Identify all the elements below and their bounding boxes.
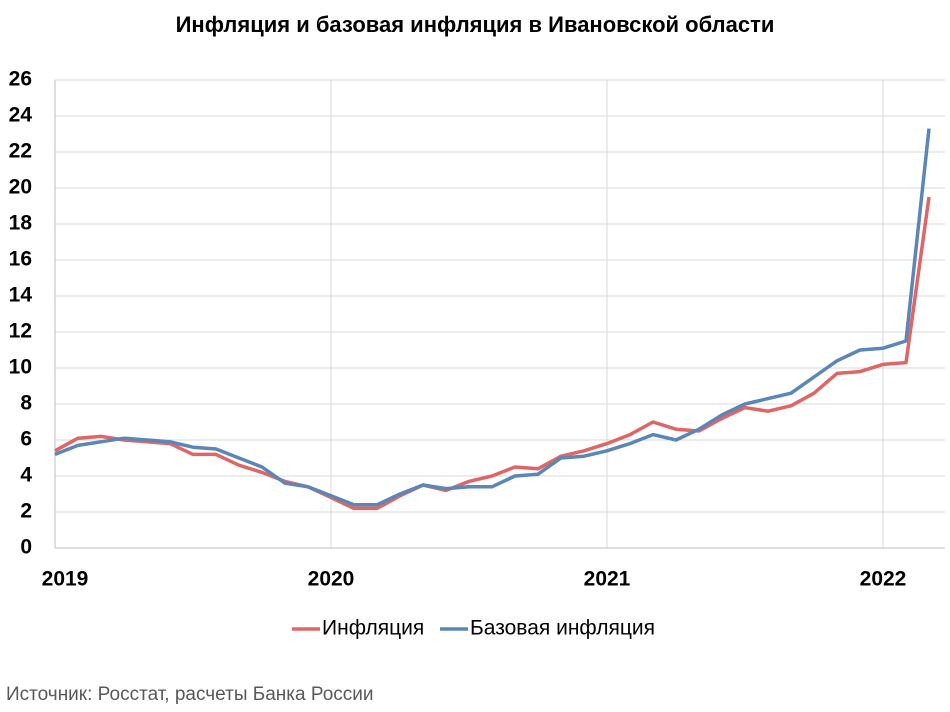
legend-label: Инфляция	[322, 617, 424, 640]
y-tick-label: 12	[9, 320, 32, 343]
y-tick-label: 10	[9, 356, 32, 379]
chart-title: Инфляция и базовая инфляция в Ивановской…	[176, 12, 775, 37]
line-series	[54, 128, 931, 507]
y-tick-label: 26	[9, 68, 32, 91]
y-tick-label: 0	[20, 536, 32, 559]
x-tick-label: 2020	[308, 568, 355, 591]
y-tick-label: 2	[20, 500, 32, 523]
x-tick-label: 2019	[42, 568, 89, 591]
x-tick-label: 2021	[584, 568, 631, 591]
line-series	[54, 196, 931, 511]
y-tick-label: 16	[9, 248, 32, 271]
y-tick-label: 20	[9, 176, 32, 199]
y-tick-label: 6	[20, 428, 32, 451]
y-tick-label: 8	[20, 392, 32, 415]
x-tick-label: 2022	[860, 568, 907, 591]
y-tick-label: 22	[9, 140, 32, 163]
source-note: Источник: Росстат, расчеты Банка России	[6, 684, 374, 705]
legend-label: Базовая инфляция	[470, 617, 655, 640]
y-tick-label: 14	[9, 284, 33, 307]
y-tick-label: 24	[9, 104, 33, 127]
y-tick-label: 4	[20, 464, 32, 487]
y-tick-label: 18	[9, 212, 33, 235]
